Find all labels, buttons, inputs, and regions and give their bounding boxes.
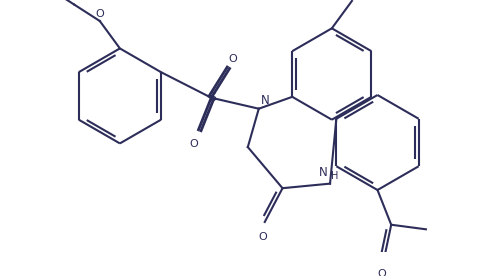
Text: O: O (228, 54, 237, 64)
Text: O: O (190, 139, 198, 149)
Text: O: O (378, 269, 386, 276)
Text: N: N (319, 166, 327, 179)
Text: S: S (208, 91, 216, 104)
Text: O: O (95, 9, 104, 19)
Text: O: O (258, 232, 267, 242)
Text: H: H (331, 171, 338, 181)
Text: N: N (261, 94, 270, 107)
